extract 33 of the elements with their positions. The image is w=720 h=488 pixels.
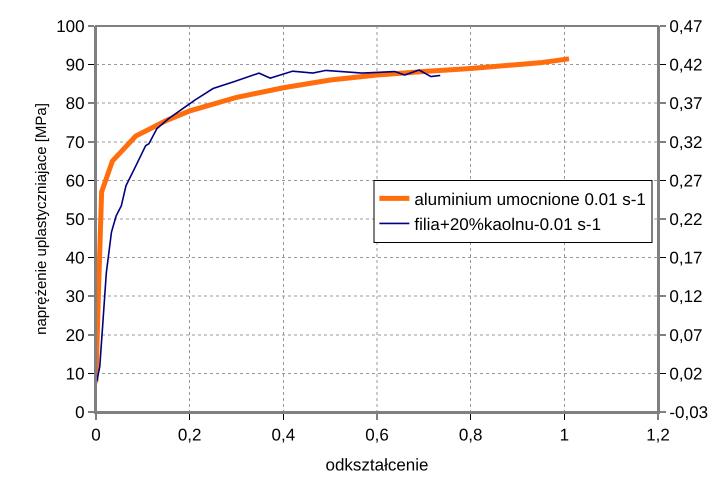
- y2-tick-label: 0,17: [669, 248, 702, 268]
- y2-tick-label: -0,03: [669, 402, 708, 422]
- x-tick-label: 0,6: [365, 425, 389, 444]
- x-axis-title: odkształcenie: [325, 455, 429, 474]
- legend-label: aluminium umocnione 0.01 s-1: [414, 190, 646, 209]
- y-tick-label: 70: [66, 132, 85, 152]
- y-tick-label: 90: [66, 56, 85, 75]
- y2-tick-label: 0,22: [669, 210, 702, 229]
- y-tick-label: 10: [66, 364, 85, 384]
- legend-label: filia+20%kaolnu-0.01 s-1: [414, 215, 602, 234]
- y2-tick-label: 0,42: [669, 56, 702, 75]
- y-tick-label: 40: [66, 248, 85, 268]
- x-tick-label: 1: [560, 425, 570, 444]
- y-tick-label: 0: [75, 402, 85, 422]
- y-tick-label: 20: [66, 326, 85, 345]
- y2-tick-label: 0,02: [669, 364, 702, 384]
- y2-tick-label: 0,27: [669, 171, 702, 190]
- x-tick-label: 0,2: [178, 425, 202, 444]
- y-tick-label: 50: [66, 210, 85, 229]
- y-tick-label: 100: [56, 16, 85, 36]
- x-tick-label: 0,4: [272, 425, 296, 444]
- y2-tick-label: 0,12: [669, 287, 702, 306]
- y-tick-label: 30: [66, 287, 85, 306]
- y-axis-title: naprężenie uplastyczniajace [MPa]: [32, 103, 50, 335]
- y-tick-label: 60: [66, 171, 85, 190]
- y2-tick-label: 0,07: [669, 326, 702, 345]
- y-tick-label: 80: [66, 94, 85, 114]
- x-tick-label: 1,2: [646, 425, 670, 444]
- y2-tick-label: 0,47: [669, 16, 702, 36]
- x-tick-label: 0: [91, 425, 101, 444]
- y2-tick-label: 0,37: [669, 94, 702, 114]
- x-tick-label: 0,8: [458, 425, 482, 444]
- y2-tick-label: 0,32: [669, 132, 702, 152]
